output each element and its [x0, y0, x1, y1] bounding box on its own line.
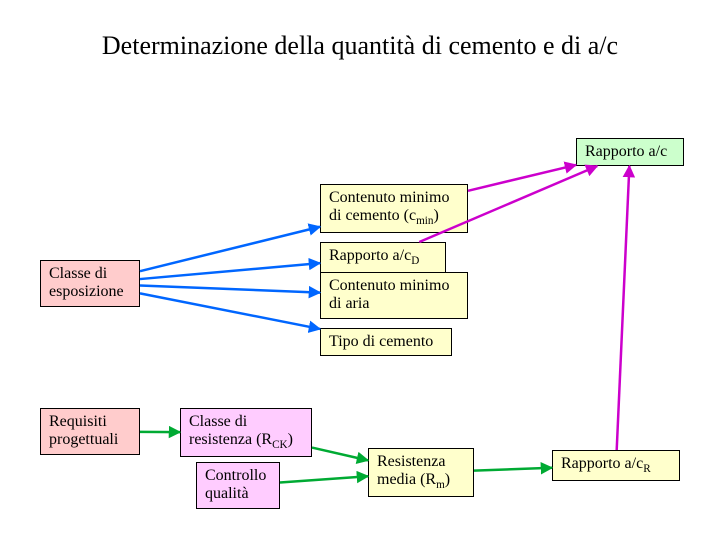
node-classe-esposizione: Classe diesposizione	[40, 260, 140, 307]
arrow	[617, 166, 630, 450]
arrow	[474, 468, 552, 471]
arrow	[280, 476, 368, 482]
node-classe-resistenza: Classe diresistenza (RCK)	[180, 408, 312, 457]
node-resistenza-media: Resistenzamedia (Rm)	[368, 448, 474, 497]
arrow	[312, 448, 368, 461]
node-contenuto-aria: Contenuto minimodi aria	[320, 272, 468, 319]
arrow	[468, 165, 576, 191]
node-rapporto-ac: Rapporto a/c	[576, 138, 684, 166]
node-rapporto-acd: Rapporto a/cD	[320, 242, 446, 273]
arrow	[140, 285, 320, 292]
page-title: Determinazione della quantità di cemento…	[0, 30, 720, 61]
node-controllo: Controlloqualità	[196, 462, 280, 509]
arrow	[140, 227, 320, 271]
arrow	[140, 263, 320, 279]
node-tipo-cemento: Tipo di cemento	[320, 328, 452, 356]
node-requisiti: Requisitiprogettuali	[40, 408, 140, 455]
node-contenuto-minimo: Contenuto minimodi cemento (cmin)	[320, 184, 468, 233]
node-rapporto-acr: Rapporto a/cR	[552, 450, 680, 481]
arrow	[140, 293, 320, 329]
